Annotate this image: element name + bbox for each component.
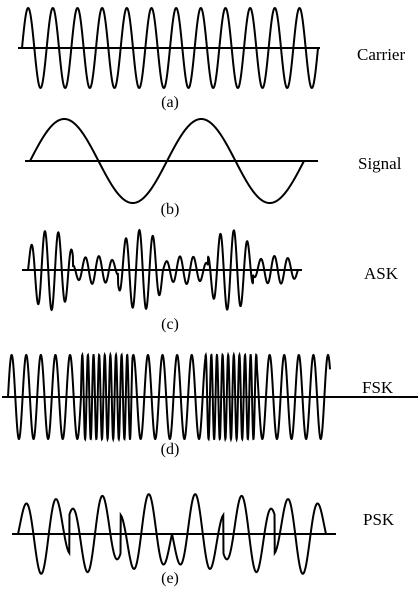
signal-label: Signal	[358, 154, 402, 173]
psk-caption: (e)	[161, 570, 179, 587]
carrier-caption: (a)	[161, 94, 179, 111]
psk-wave	[17, 493, 327, 575]
carrier-wave	[21, 6, 319, 90]
carrier-label: Carrier	[357, 45, 405, 64]
ask-caption: (c)	[161, 316, 179, 333]
fsk-label: FSK	[362, 378, 394, 397]
panel-psk: (e) PSK	[12, 493, 395, 587]
signal-caption: (b)	[161, 201, 180, 218]
fsk-wave	[7, 351, 331, 443]
ask-wave	[27, 228, 299, 312]
panel-carrier: (a) Carrier	[18, 6, 405, 111]
psk-label: PSK	[363, 510, 395, 529]
panel-ask: (c) ASK	[22, 228, 399, 333]
panel-fsk: (d) FSK	[2, 351, 418, 458]
signal-wave	[29, 117, 305, 205]
ask-label: ASK	[364, 264, 399, 283]
panel-signal: (b) Signal	[25, 117, 402, 218]
fsk-caption: (d)	[161, 441, 180, 458]
